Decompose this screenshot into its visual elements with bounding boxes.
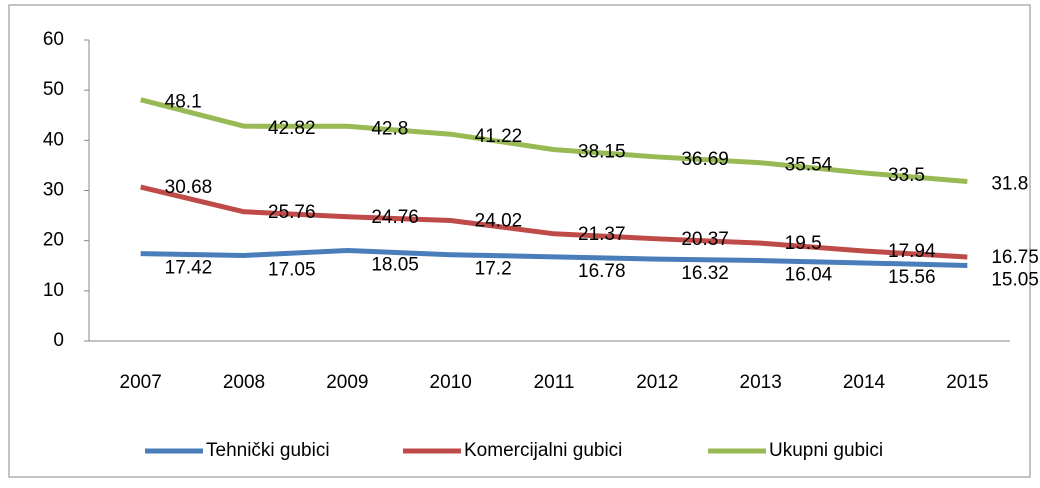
x-tick-label: 2011 <box>534 372 575 393</box>
data-label: 35.54 <box>785 155 833 176</box>
data-label: 42.8 <box>371 118 408 139</box>
x-tick-label: 2015 <box>946 372 988 393</box>
y-tick-label: 30 <box>43 180 64 201</box>
legend-label: Ukupni gubici <box>769 440 883 461</box>
legend-label: Komercijalni gubici <box>464 440 622 461</box>
data-label: 30.68 <box>165 177 213 198</box>
data-label: 42.82 <box>268 118 316 139</box>
data-label: 17.94 <box>888 241 936 262</box>
y-tick-label: 0 <box>53 330 64 351</box>
y-tick-label: 40 <box>43 129 64 150</box>
chart-frame <box>8 4 1031 478</box>
series-line <box>140 97 968 184</box>
data-label: 17.05 <box>268 259 316 280</box>
data-label: 33.5 <box>888 165 925 186</box>
y-tick-label: 20 <box>43 230 64 251</box>
data-label: 16.78 <box>578 261 626 282</box>
y-tick-label: 10 <box>43 280 64 301</box>
data-label: 16.75 <box>991 247 1039 268</box>
x-tick-label: 2014 <box>843 372 886 393</box>
x-tick-label: 2010 <box>430 372 472 393</box>
data-label: 21.37 <box>578 224 626 245</box>
data-label: 15.56 <box>888 267 936 288</box>
data-label: 19.5 <box>785 233 822 254</box>
data-label: 48.1 <box>165 92 202 113</box>
data-label: 17.2 <box>475 259 512 280</box>
data-label: 16.04 <box>785 265 833 286</box>
data-label: 24.76 <box>371 207 419 228</box>
data-label: 18.05 <box>371 254 419 275</box>
series-line <box>140 247 968 268</box>
data-label: 15.05 <box>991 270 1039 291</box>
data-label: 24.02 <box>475 211 523 232</box>
data-label: 25.76 <box>268 202 316 223</box>
data-label: 31.8 <box>991 173 1028 194</box>
x-tick-label: 2012 <box>636 372 678 393</box>
data-label: 17.42 <box>165 258 213 279</box>
legend-label: Tehnički gubici <box>206 440 330 461</box>
y-tick-label: 60 <box>43 29 64 50</box>
data-label: 38.15 <box>578 142 626 163</box>
series-line <box>140 184 968 260</box>
y-tick-label: 50 <box>43 79 64 100</box>
data-label: 41.22 <box>475 126 523 147</box>
x-tick-label: 2007 <box>120 372 162 393</box>
x-tick-label: 2009 <box>326 372 368 393</box>
x-tick-label: 2008 <box>223 372 265 393</box>
data-label: 36.69 <box>681 149 729 170</box>
data-label: 20.37 <box>681 229 729 250</box>
data-label: 16.32 <box>681 263 729 284</box>
x-tick-label: 2013 <box>740 372 782 393</box>
